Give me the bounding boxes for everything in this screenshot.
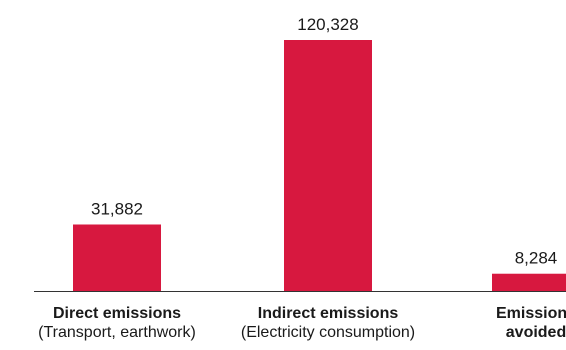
bar-3 [492, 273, 566, 291]
category-labels-group: Direct emissions (Transport, earthwork) In… [38, 305, 566, 341]
value-label-2: 120,328 [297, 15, 358, 34]
category-label-3: Emissions [496, 305, 566, 322]
value-labels-group: 31,882 120,328 8,284 [91, 15, 557, 268]
category-label-1: Direct emissions [53, 305, 181, 322]
value-label-1: 31,882 [91, 199, 143, 218]
category-sublabel-2: (Electricity consumption) [241, 324, 415, 341]
bars-group [73, 40, 566, 291]
bar-2 [284, 40, 372, 291]
category-label-2: Indirect emissions [258, 305, 399, 322]
category-sublabel-3: avoided [506, 324, 566, 341]
bar-1 [73, 224, 161, 291]
value-label-3: 8,284 [515, 249, 558, 268]
category-sublabel-1: (Transport, earthwork) [38, 324, 196, 341]
